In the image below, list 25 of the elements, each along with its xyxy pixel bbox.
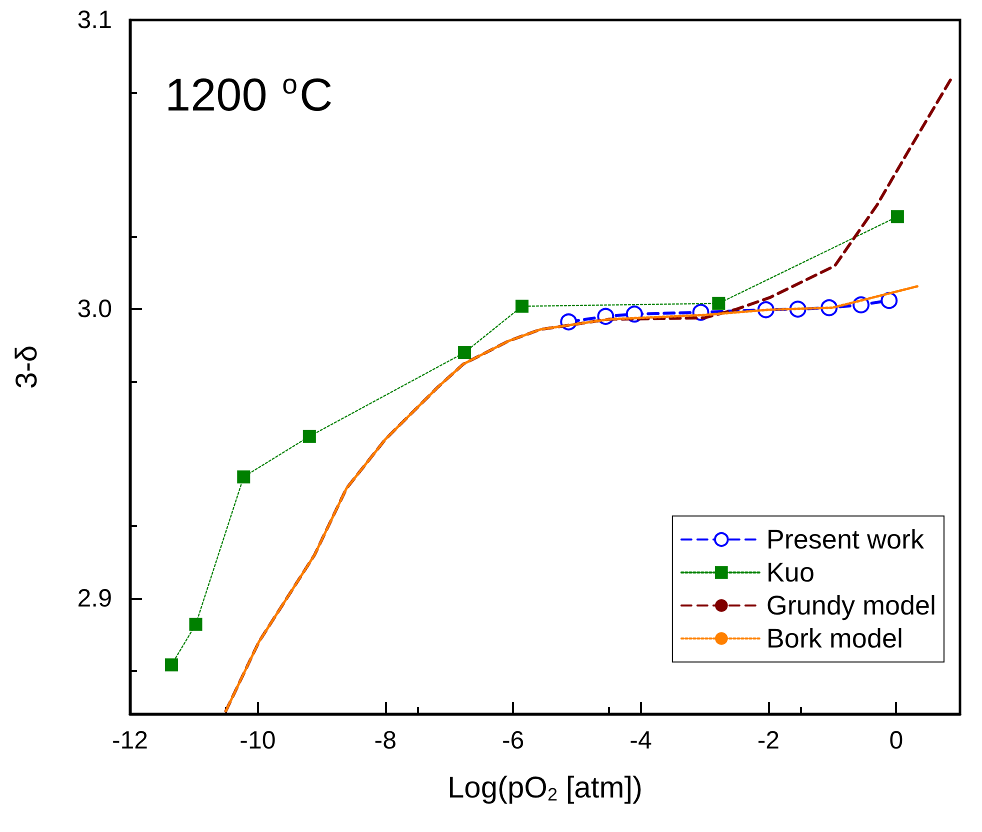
point — [458, 346, 472, 360]
x-tick-label: -4 — [630, 726, 652, 754]
point — [302, 430, 316, 443]
point — [890, 210, 904, 224]
legend-label: Present work — [766, 524, 924, 554]
x-axis-title: Log(pO2 [atm]) — [447, 771, 643, 804]
point — [165, 658, 178, 672]
x-tick-label: -6 — [502, 726, 524, 754]
y-axis-title: 3-δ — [10, 345, 44, 389]
x-tick-label: -8 — [374, 726, 396, 754]
x-tick-label: -10 — [240, 726, 276, 754]
x-tick-label: -2 — [757, 726, 780, 754]
y-tick-label: 3.0 — [77, 295, 112, 324]
y-tick-label: 3.1 — [77, 6, 112, 34]
x-tick-label: -12 — [112, 726, 148, 754]
point — [237, 470, 250, 484]
x-tick-label: 0 — [889, 726, 904, 754]
legend-label: Grundy model — [766, 590, 936, 620]
point — [189, 618, 202, 631]
point — [712, 296, 726, 310]
y-tick-label: 2.9 — [77, 584, 112, 612]
point — [880, 292, 898, 309]
legend-label: Bork model — [766, 624, 903, 654]
point — [516, 300, 529, 313]
legend-label: Kuo — [766, 558, 814, 588]
